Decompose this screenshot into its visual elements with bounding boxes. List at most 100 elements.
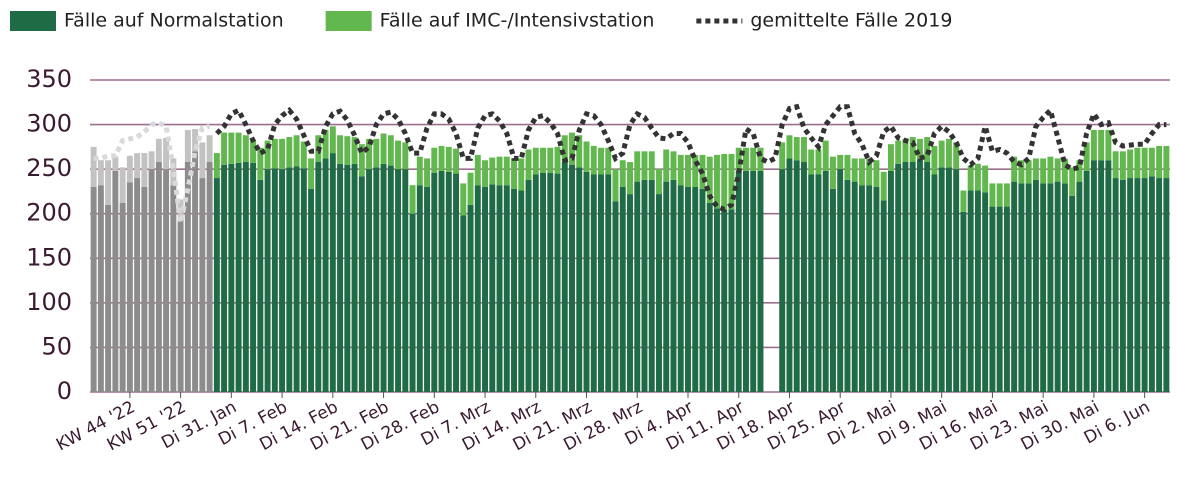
bar-segment xyxy=(184,129,191,163)
bar-segment xyxy=(525,149,532,180)
bar-segment xyxy=(1163,178,1170,392)
bar-segment xyxy=(685,186,691,392)
bar-segment xyxy=(815,149,822,175)
bar-segment xyxy=(692,186,699,392)
bar-segment xyxy=(395,169,402,392)
bar-segment xyxy=(953,142,960,170)
bar-segment xyxy=(257,179,264,392)
bar-segment xyxy=(858,158,865,186)
bar-segment xyxy=(134,178,141,392)
bar-segment xyxy=(743,170,749,392)
bar-segment xyxy=(634,181,641,392)
bar-segment xyxy=(728,153,735,210)
bar-segment xyxy=(583,141,590,172)
bar-segment xyxy=(228,132,235,164)
bar-segment xyxy=(663,149,670,182)
bar-segment xyxy=(793,137,800,161)
y-tick-label: 150 xyxy=(26,243,72,271)
bar-segment xyxy=(728,209,735,392)
bar-segment xyxy=(380,133,387,164)
bar-segment xyxy=(743,147,749,171)
bar-segment xyxy=(605,174,612,392)
bar-segment xyxy=(293,135,300,167)
bar-segment xyxy=(1018,160,1025,184)
bar-segment xyxy=(460,183,467,216)
bar-segment xyxy=(264,169,271,392)
bar-segment xyxy=(873,186,880,392)
bar-segment xyxy=(445,171,452,392)
bar-segment xyxy=(163,137,170,170)
bar-segment xyxy=(1134,147,1141,179)
bar-segment xyxy=(612,201,619,392)
bar-segment xyxy=(344,136,351,165)
bar-segment xyxy=(677,185,684,392)
bar-segment xyxy=(126,155,133,183)
bar-segment xyxy=(105,160,112,205)
bar-segment xyxy=(344,164,351,392)
bar-segment xyxy=(351,137,358,164)
bar-segment xyxy=(815,174,822,392)
bar-segment xyxy=(648,179,655,392)
bar-segment xyxy=(170,158,177,186)
bar-segment xyxy=(460,215,467,392)
bar-segment xyxy=(1134,178,1141,392)
bar-segment xyxy=(105,204,112,392)
bar-segment xyxy=(945,167,952,392)
bar-segment xyxy=(518,190,525,392)
bar-segment xyxy=(808,149,815,175)
bar-segment xyxy=(670,179,677,392)
lines xyxy=(93,103,1167,224)
bar-segment xyxy=(119,167,126,204)
bar-segment xyxy=(308,158,315,189)
bar-segment xyxy=(322,129,329,159)
avg-line xyxy=(93,120,211,224)
bar-segment xyxy=(496,156,503,186)
bar-segment xyxy=(844,154,851,180)
bar-segment xyxy=(996,183,1003,207)
bar-segment xyxy=(619,160,626,187)
bar-segment xyxy=(424,158,431,187)
bar-segment xyxy=(221,164,228,392)
bar-segment xyxy=(1054,158,1061,182)
bar-segment xyxy=(402,169,409,392)
bar-segment xyxy=(206,135,213,163)
bars xyxy=(90,126,1170,392)
bar-segment xyxy=(279,138,286,170)
bar-segment xyxy=(467,204,474,392)
bar-segment xyxy=(837,154,844,170)
bar-segment xyxy=(858,185,865,392)
bar-segment xyxy=(1003,206,1010,392)
bar-segment xyxy=(1112,178,1119,392)
bar-segment xyxy=(1105,129,1112,161)
bar-segment xyxy=(916,160,923,392)
bar-segment xyxy=(714,154,720,209)
bar-segment xyxy=(706,203,713,392)
bar-segment xyxy=(235,162,242,392)
bar-segment xyxy=(786,158,793,392)
bar-segment xyxy=(1156,145,1163,179)
bar-segment xyxy=(192,129,199,152)
bar-segment xyxy=(1032,158,1039,180)
bar-segment xyxy=(800,137,807,163)
bar-segment xyxy=(1083,142,1090,171)
bar-segment xyxy=(242,135,249,163)
bar-segment xyxy=(953,169,960,392)
y-tick-label: 200 xyxy=(26,199,72,227)
bar-segment xyxy=(902,138,909,163)
bar-segment xyxy=(1098,129,1105,161)
bar-segment xyxy=(1003,183,1010,207)
bar-segment xyxy=(489,184,496,392)
bar-segment xyxy=(750,147,757,171)
bar-segment xyxy=(1011,181,1018,392)
bar-segment xyxy=(438,145,445,171)
bar-segment xyxy=(938,167,945,392)
bar-segment xyxy=(692,154,699,187)
bar-segment xyxy=(141,153,148,187)
bar-segment xyxy=(97,160,104,186)
bar-segment xyxy=(829,156,836,189)
bar-segment xyxy=(822,170,829,392)
bar-segment xyxy=(967,190,974,392)
bar-segment xyxy=(982,192,989,392)
bar-segment xyxy=(960,211,967,392)
